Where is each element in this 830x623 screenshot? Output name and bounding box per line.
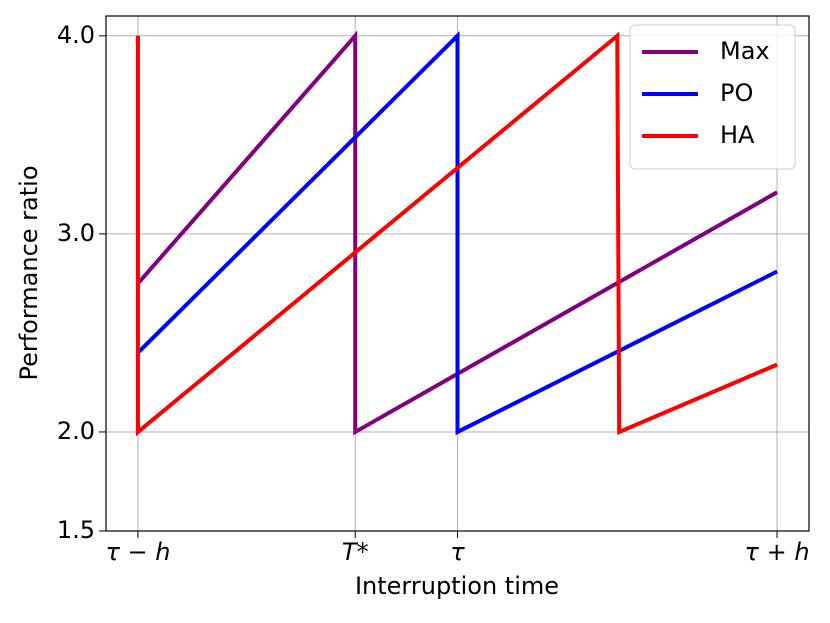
y-tick-label: 2.0 (57, 417, 95, 445)
x-tick-label: τ (450, 538, 465, 566)
y-axis-label: Performance ratio (15, 165, 43, 380)
line (136, 30, 779, 436)
y-tick-label: 4.0 (57, 21, 95, 49)
x-axis-label: Interruption time (355, 572, 559, 600)
x-tick-label: τ + h (745, 538, 810, 566)
x-tick-label: T* (342, 538, 369, 566)
y-tick-label: 3.0 (57, 219, 95, 247)
y-tick-label: 1.5 (57, 516, 95, 544)
x-tick-label: τ − h (105, 538, 170, 566)
legend-label: Max (720, 37, 770, 65)
legend-label: HA (720, 121, 755, 149)
legend-box (629, 24, 796, 170)
line (135, 31, 778, 437)
legend-label: PO (720, 79, 753, 107)
plot-frame (105, 15, 810, 532)
